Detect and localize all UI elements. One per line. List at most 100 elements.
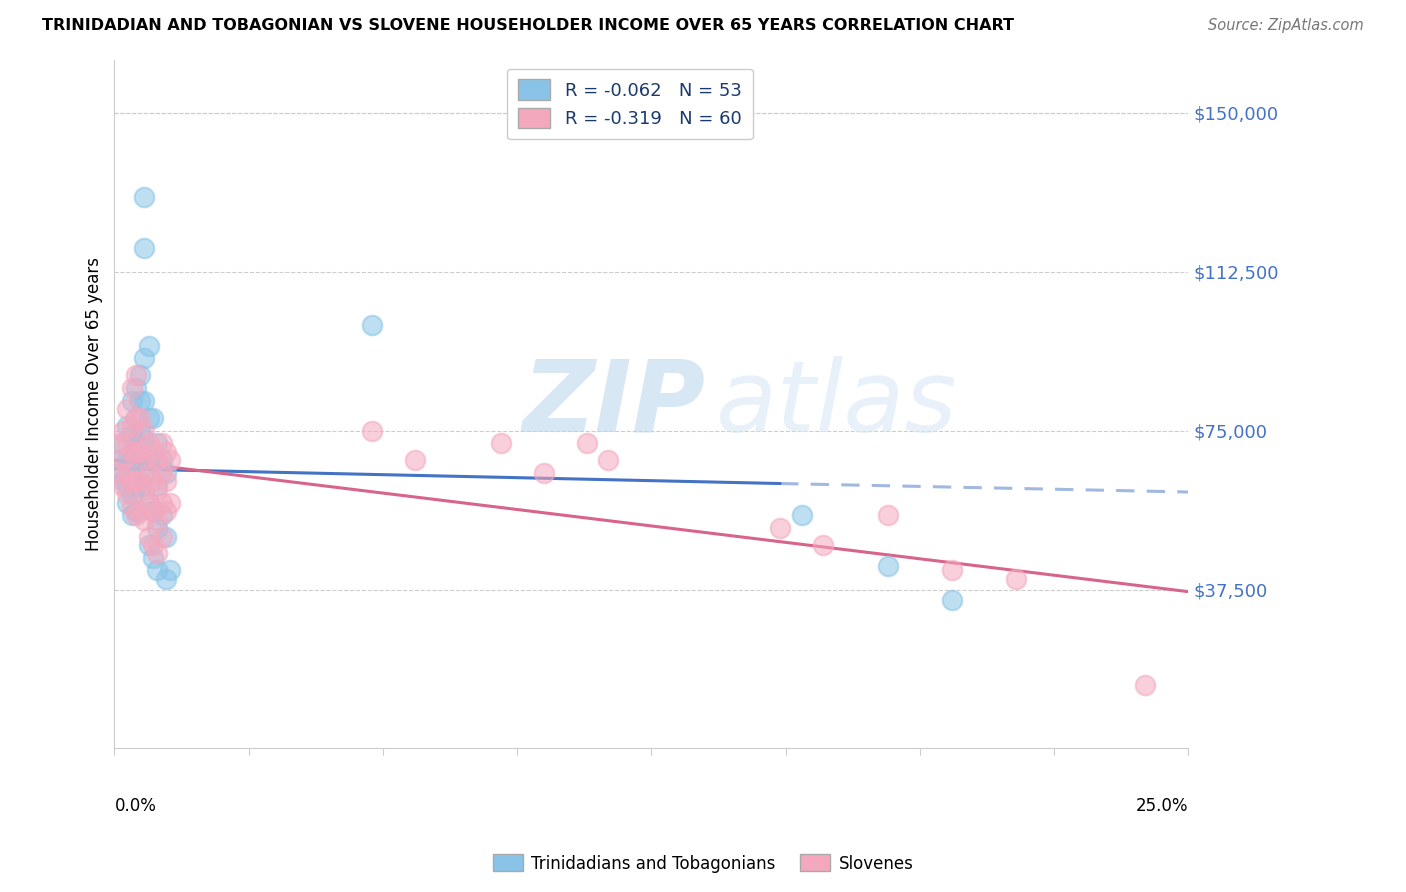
- Point: [134, 466, 156, 480]
- Point: [150, 453, 173, 467]
- Point: [129, 424, 152, 438]
- Point: [150, 495, 173, 509]
- Point: [941, 593, 963, 607]
- Point: [404, 453, 426, 467]
- Point: [107, 436, 129, 450]
- Point: [146, 563, 169, 577]
- Point: [121, 453, 143, 467]
- Point: [155, 529, 177, 543]
- Point: [533, 466, 555, 480]
- Point: [1135, 678, 1157, 692]
- Point: [138, 436, 160, 450]
- Point: [129, 444, 152, 458]
- Point: [155, 475, 177, 489]
- Point: [111, 478, 134, 492]
- Point: [134, 512, 156, 526]
- Point: [150, 466, 173, 480]
- Point: [125, 508, 148, 523]
- Point: [142, 410, 165, 425]
- Point: [121, 508, 143, 523]
- Point: [129, 453, 152, 467]
- Point: [121, 475, 143, 489]
- Point: [150, 529, 173, 543]
- Point: [121, 427, 143, 442]
- Point: [146, 546, 169, 560]
- Point: [138, 495, 160, 509]
- Point: [117, 402, 139, 417]
- Point: [146, 478, 169, 492]
- Point: [107, 453, 129, 467]
- Point: [1005, 572, 1028, 586]
- Point: [159, 453, 181, 467]
- Point: [155, 444, 177, 458]
- Point: [121, 500, 143, 514]
- Point: [876, 559, 898, 574]
- Point: [129, 478, 152, 492]
- Point: [138, 529, 160, 543]
- Point: [125, 410, 148, 425]
- Point: [111, 475, 134, 489]
- Point: [129, 475, 152, 489]
- Point: [790, 508, 813, 523]
- Point: [111, 436, 134, 450]
- Text: 25.0%: 25.0%: [1136, 797, 1188, 814]
- Point: [146, 453, 169, 467]
- Point: [129, 393, 152, 408]
- Point: [138, 466, 160, 480]
- Point: [129, 368, 152, 383]
- Point: [159, 563, 181, 577]
- Point: [107, 466, 129, 480]
- Point: [134, 190, 156, 204]
- Point: [155, 504, 177, 518]
- Point: [121, 393, 143, 408]
- Point: [138, 538, 160, 552]
- Point: [125, 381, 148, 395]
- Point: [121, 381, 143, 395]
- Point: [121, 487, 143, 501]
- Point: [107, 466, 129, 480]
- Point: [117, 487, 139, 501]
- Point: [117, 453, 139, 467]
- Y-axis label: Householder Income Over 65 years: Householder Income Over 65 years: [86, 257, 103, 551]
- Point: [142, 444, 165, 458]
- Point: [121, 444, 143, 458]
- Text: 0.0%: 0.0%: [114, 797, 156, 814]
- Point: [489, 436, 512, 450]
- Point: [361, 318, 384, 332]
- Legend: Trinidadians and Tobagonians, Slovenes: Trinidadians and Tobagonians, Slovenes: [486, 847, 920, 880]
- Point: [117, 466, 139, 480]
- Point: [134, 483, 156, 497]
- Point: [111, 424, 134, 438]
- Point: [142, 550, 165, 565]
- Point: [129, 410, 152, 425]
- Point: [125, 368, 148, 383]
- Point: [134, 351, 156, 366]
- Point: [138, 410, 160, 425]
- Point: [159, 495, 181, 509]
- Point: [155, 466, 177, 480]
- Point: [138, 453, 160, 467]
- Point: [117, 478, 139, 492]
- Point: [138, 495, 160, 509]
- Text: atlas: atlas: [716, 356, 957, 452]
- Point: [142, 475, 165, 489]
- Point: [125, 436, 148, 450]
- Point: [125, 410, 148, 425]
- Point: [155, 572, 177, 586]
- Point: [146, 483, 169, 497]
- Point: [125, 504, 148, 518]
- Point: [142, 538, 165, 552]
- Point: [142, 504, 165, 518]
- Point: [876, 508, 898, 523]
- Point: [146, 436, 169, 450]
- Point: [134, 241, 156, 255]
- Point: [769, 521, 792, 535]
- Point: [150, 508, 173, 523]
- Text: TRINIDADIAN AND TOBAGONIAN VS SLOVENE HOUSEHOLDER INCOME OVER 65 YEARS CORRELATI: TRINIDADIAN AND TOBAGONIAN VS SLOVENE HO…: [42, 18, 1014, 33]
- Point: [146, 512, 169, 526]
- Point: [134, 393, 156, 408]
- Point: [111, 453, 134, 467]
- Point: [134, 424, 156, 438]
- Point: [125, 478, 148, 492]
- Point: [134, 453, 156, 467]
